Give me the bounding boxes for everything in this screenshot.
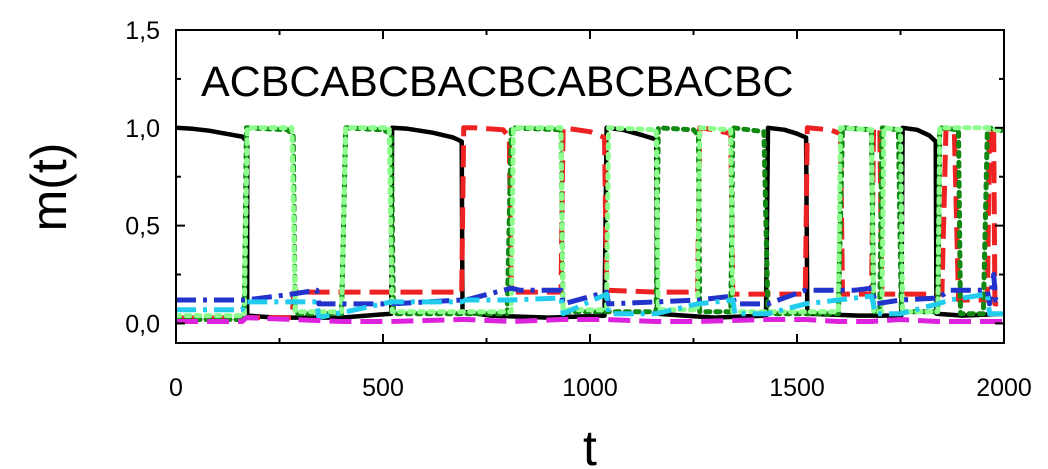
- y-tick-label: 1,5: [125, 17, 160, 45]
- ticks-layer: 0 500 1000 1500 2000 0,0 0,5 1,0 1,5: [125, 17, 1032, 402]
- x-tick-label: 1500: [769, 374, 825, 402]
- series-line-5: [176, 272, 1004, 307]
- y-tick-label: 0,0: [125, 310, 160, 338]
- y-tick-label: 1,0: [125, 115, 160, 143]
- series-line-6: [176, 291, 1004, 321]
- series-layer: [176, 125, 1004, 324]
- sequence-annotation: ACBCABCBACBCABCBACBC: [201, 58, 794, 106]
- x-tick-label: 500: [362, 374, 404, 402]
- x-tick-label: 0: [169, 374, 183, 402]
- x-tick-label: 1000: [562, 374, 618, 402]
- x-tick-label: 2000: [976, 374, 1032, 402]
- series-line-7: [176, 315, 1004, 324]
- y-axis-title: m(t): [21, 143, 77, 232]
- y-tick-label: 0,5: [125, 213, 160, 241]
- series-line-4: [176, 125, 1004, 319]
- x-axis-title: t: [583, 420, 597, 469]
